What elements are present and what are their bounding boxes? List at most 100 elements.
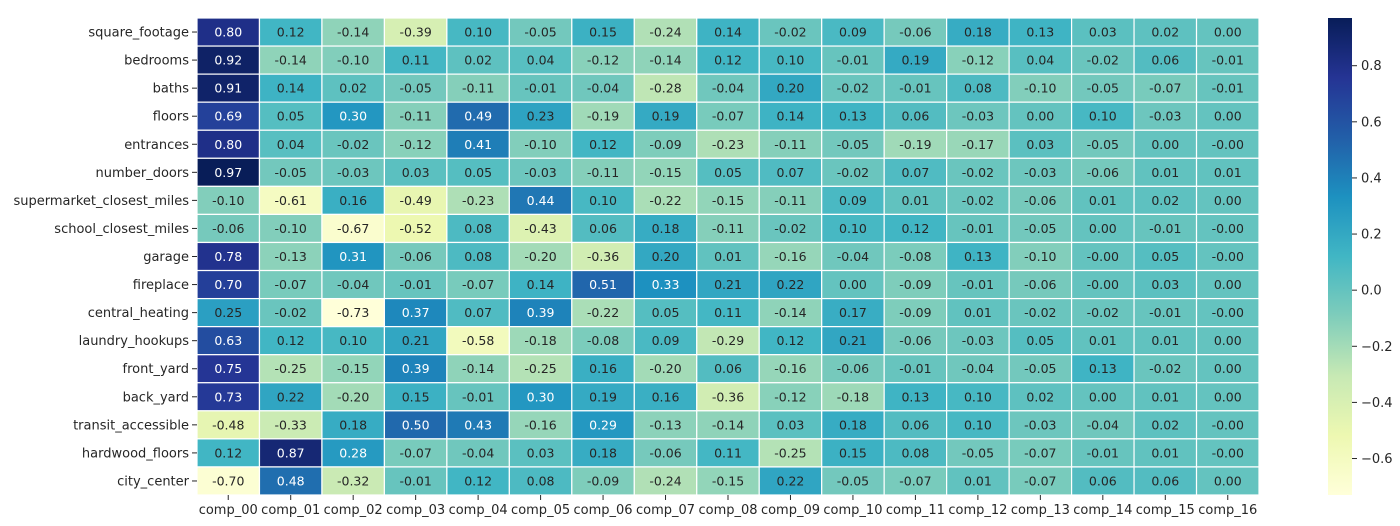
colorbar: −0.6 −0.4 −0.2 0.0 0.2 0.4 0.6 0.8 [1328, 18, 1393, 495]
cell-value-label: 0.00 [1089, 389, 1117, 404]
cell-value-label: -0.11 [774, 137, 806, 152]
cell-value-label: -0.06 [899, 25, 931, 40]
cell-value-label: -0.02 [962, 193, 994, 208]
cell-value-label: -0.04 [1087, 417, 1119, 432]
cell-value-label: 0.07 [901, 165, 929, 180]
heatmap-cell [196, 326, 261, 356]
heatmap-cell [758, 354, 823, 384]
cell-value-label: -0.33 [275, 417, 307, 432]
cell-value-label: 0.10 [589, 193, 617, 208]
cell-value-label: -0.20 [337, 389, 369, 404]
heatmap-cell [883, 354, 948, 384]
heatmap-cell [821, 382, 885, 412]
x-tick-label: comp_07 [636, 503, 695, 518]
cell-value-label: 0.01 [1151, 333, 1179, 348]
cell-value-label: -0.01 [462, 389, 494, 404]
cell-value-label: 0.10 [964, 417, 992, 432]
cell-value-label: 0.11 [714, 445, 742, 460]
cell-value-label: -0.02 [774, 25, 806, 40]
cell-value-label: 0.18 [652, 221, 680, 236]
cell-value-label: -0.25 [275, 361, 307, 376]
cell-value-label: -0.16 [774, 249, 806, 264]
cell-value-label: -0.32 [337, 473, 369, 488]
cell-value-label: 0.23 [527, 109, 555, 124]
cell-value-label: 0.22 [277, 389, 305, 404]
heatmap-cell [696, 410, 760, 440]
cell-value-label: 0.39 [402, 361, 430, 376]
cell-value-label: 0.51 [589, 277, 617, 292]
cell-value-label: 0.06 [1151, 53, 1179, 68]
heatmap-cell [1070, 269, 1135, 300]
heatmap-cell [258, 326, 323, 356]
cell-value-label: 0.97 [214, 165, 242, 180]
heatmap-cell [258, 438, 323, 468]
cell-value-label: -0.70 [212, 473, 244, 488]
heatmap-cell [1195, 101, 1260, 131]
heatmap-cell [758, 45, 823, 75]
cell-value-label: -0.03 [962, 109, 994, 124]
heatmap-cell [1195, 410, 1260, 440]
heatmap-cell [821, 241, 885, 272]
heatmap-cell [883, 157, 948, 187]
cell-value-label: -0.08 [899, 249, 931, 264]
cell-value-label: -0.13 [275, 249, 307, 264]
cell-value-label: -0.03 [1024, 165, 1056, 180]
heatmap-cell [1008, 185, 1073, 216]
cell-value-label: -0.01 [962, 277, 994, 292]
heatmap-cell [1008, 73, 1073, 103]
y-axis-tick-labels: square_footage bedrooms baths floors entranc… [13, 26, 197, 489]
cell-value-label: 0.92 [214, 53, 242, 68]
cell-value-label: 0.00 [1214, 193, 1242, 208]
cell-value-label: 0.30 [527, 389, 555, 404]
heatmap-cell [1195, 382, 1260, 412]
cell-value-label: -0.05 [837, 137, 869, 152]
cell-value-label: -0.04 [587, 81, 619, 96]
x-tick-label: comp_11 [886, 503, 945, 518]
cell-value-label: -0.28 [649, 81, 681, 96]
cell-value-label: -0.02 [1149, 361, 1181, 376]
cell-value-label: 0.03 [1151, 277, 1179, 292]
cell-value-label: 0.14 [527, 277, 555, 292]
y-tick-label: fireplace [133, 278, 189, 293]
colorbar-tick-label: 0.2 [1361, 228, 1382, 243]
cell-value-label: -0.48 [212, 417, 244, 432]
cell-value-label: 0.37 [402, 305, 430, 320]
cell-value-label: -0.73 [337, 305, 369, 320]
heatmap-cell [508, 466, 573, 496]
heatmap-cell [258, 185, 323, 216]
cell-value-label: 0.16 [339, 193, 367, 208]
heatmap-cell [946, 269, 1010, 300]
cell-value-label: 0.01 [1089, 193, 1117, 208]
heatmap-cell [321, 45, 386, 75]
cell-value-label: -0.05 [1024, 361, 1056, 376]
x-axis-tick-labels: comp_00 comp_01 comp_02 comp_03 comp_04 comp_… [199, 495, 1257, 518]
cell-value-label: 0.50 [402, 417, 430, 432]
cell-value-label: -0.03 [1024, 417, 1056, 432]
heatmap-cell [946, 382, 1010, 412]
cell-value-label: -0.49 [399, 193, 431, 208]
colorbar-tick-label: −0.4 [1361, 396, 1393, 411]
cell-value-label: 0.87 [277, 445, 305, 460]
cell-value-label: -0.18 [837, 389, 869, 404]
cell-value-label: 0.48 [277, 473, 305, 488]
cell-value-label: 0.12 [901, 221, 929, 236]
cell-value-label: -0.05 [524, 25, 556, 40]
cell-value-label: 0.06 [589, 221, 617, 236]
cell-value-label: 0.00 [1026, 109, 1054, 124]
heatmap-cell [883, 466, 948, 496]
heatmap-cell [946, 213, 1010, 244]
cell-value-label: 0.22 [777, 473, 805, 488]
cell-value-label: 0.00 [1214, 25, 1242, 40]
heatmap-cell [321, 157, 386, 187]
cell-value-label: 0.03 [527, 445, 555, 460]
cell-value-label: 0.00 [1214, 333, 1242, 348]
cell-value-label: 0.04 [277, 137, 305, 152]
x-tick-label: comp_02 [324, 503, 383, 518]
cell-value-label: -0.04 [462, 445, 494, 460]
cell-value-label: -0.00 [1212, 137, 1244, 152]
heatmap-cell [446, 45, 510, 75]
cell-value-label: -0.05 [399, 81, 431, 96]
cell-value-label: 0.19 [652, 109, 680, 124]
cell-value-label: 0.12 [277, 333, 305, 348]
cell-value-label: 0.01 [1151, 445, 1179, 460]
